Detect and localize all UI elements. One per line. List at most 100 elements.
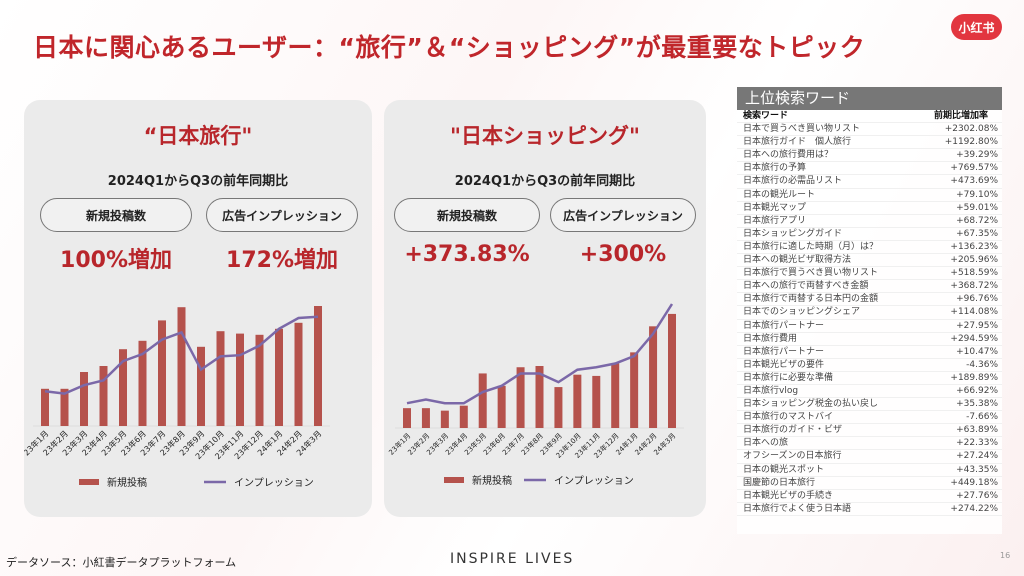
table-row: 日本旅行アプリ +68.72% bbox=[737, 215, 1002, 228]
keyword: 日本旅行のマストバイ bbox=[743, 412, 834, 423]
impressions-line bbox=[406, 303, 674, 405]
keyword: 日本の観光ルート bbox=[743, 189, 816, 200]
growth-rate: +114.08% bbox=[950, 307, 998, 318]
growth-rate: +66.92% bbox=[956, 385, 998, 396]
col-growth: 前期比増加率 bbox=[933, 111, 988, 121]
growth-rate: +39.29% bbox=[956, 150, 998, 161]
growth-rate: +189.89% bbox=[950, 372, 998, 383]
table-row: 日本旅行のガイド・ビザ +63.89% bbox=[737, 424, 1002, 438]
growth-rate: +274.22% bbox=[950, 503, 998, 514]
bar bbox=[403, 408, 411, 428]
keyword: 日本観光ビザの手続き bbox=[743, 490, 834, 501]
growth-rate: -4.36% bbox=[966, 359, 998, 370]
ad-impressions-label: 広告インプレッション bbox=[206, 198, 358, 232]
keyword: 日本旅行パートナー bbox=[743, 320, 825, 331]
travel-chart: 23年1月23年2月23年3月23年4月23年5月23年6月23年7月23年8月… bbox=[24, 306, 330, 489]
new-posts-label: 新規投稿数 bbox=[394, 198, 540, 232]
keyword: 日本旅行に必要な準備 bbox=[743, 372, 834, 383]
growth-rate: +368.72% bbox=[950, 281, 998, 292]
growth-rate: +449.18% bbox=[950, 477, 998, 488]
legend-bar-swatch bbox=[79, 479, 99, 485]
legend-label: 新規投稿 bbox=[107, 476, 147, 489]
bar bbox=[119, 349, 127, 426]
keyword: 日本旅行パートナー bbox=[743, 346, 825, 357]
bar bbox=[668, 313, 676, 428]
growth-rate: +294.59% bbox=[950, 333, 998, 344]
bar bbox=[497, 385, 506, 428]
table-row: 日本旅行費用 +294.59% bbox=[737, 333, 1002, 346]
keyword: 日本旅行ガイド 個人旅行 bbox=[743, 137, 852, 148]
keyword: 日本旅行で両替する日本円の金額 bbox=[743, 294, 879, 305]
table-row: 日本への旅 +22.33% bbox=[737, 437, 1002, 451]
growth-rate: +27.76% bbox=[956, 490, 998, 501]
japan-shopping-panel: "日本ショッピング" 2024Q1からQ3の前年同期比 新規投稿数 広告インプレ… bbox=[384, 100, 706, 517]
growth-rate: +22.33% bbox=[956, 438, 998, 449]
table-row: 日本旅行パートナー +10.47% bbox=[737, 346, 1002, 359]
bar bbox=[255, 334, 264, 426]
keyword: 日本への旅 bbox=[743, 438, 789, 449]
table-row: 日本旅行に適した時期（月）は？ +136.23% bbox=[737, 241, 1002, 255]
table-row: 日本旅行でよく使う日本語 +274.22% bbox=[737, 503, 1002, 516]
panel-title: “日本旅行" bbox=[143, 124, 253, 148]
panel-title: "日本ショッピング" bbox=[450, 124, 640, 148]
growth-rate: -7.66% bbox=[966, 412, 998, 423]
keyword: 日本旅行のガイド・ビザ bbox=[743, 425, 843, 436]
keyword: 日本観光マップ bbox=[743, 202, 807, 213]
growth-rate: +96.76% bbox=[956, 294, 998, 305]
bar bbox=[177, 307, 186, 426]
table-row: 国慶節の日本旅行 +449.18% bbox=[737, 477, 1002, 490]
table-row: 日本旅行vlog +66.92% bbox=[737, 385, 1002, 399]
table-row: オフシーズンの日本旅行 +27.24% bbox=[737, 450, 1002, 464]
keyword: 日本への旅行で両替すべき金額 bbox=[743, 281, 869, 292]
keyword: 日本旅行の予算 bbox=[743, 163, 807, 174]
data-source: データソース：小紅書データプラットフォーム bbox=[6, 556, 237, 569]
japan-travel-panel: “日本旅行" 2024Q1からQ3の前年同期比 新規投稿数 広告インプレッション… bbox=[24, 100, 372, 517]
page-number: 16 bbox=[1000, 551, 1011, 560]
legend-label: 新規投稿 bbox=[472, 474, 512, 487]
bar bbox=[158, 320, 166, 426]
bar bbox=[535, 366, 544, 428]
keyword: 日本ショッピング税金の払い戻し bbox=[743, 399, 879, 410]
growth-rate: +769.57% bbox=[950, 163, 998, 174]
bar bbox=[138, 340, 147, 426]
keyword: 日本旅行に適した時期（月）は？ bbox=[743, 241, 879, 252]
brand-tagline: INSPIRE LIVES bbox=[450, 551, 575, 567]
growth-rate: +43.35% bbox=[956, 464, 998, 475]
keyword: 日本旅行の必需品リスト bbox=[743, 176, 843, 187]
keyword: 日本観光ビザの要件 bbox=[743, 359, 825, 370]
table-row: 日本の観光スポット +43.35% bbox=[737, 464, 1002, 477]
growth-rate: +59.01% bbox=[956, 202, 998, 213]
growth-rate: +67.35% bbox=[956, 228, 998, 239]
legend-label: インプレッション bbox=[234, 477, 314, 489]
col-keyword: 検索ワード bbox=[743, 111, 789, 121]
bar bbox=[197, 346, 205, 426]
bar bbox=[80, 372, 88, 426]
growth-rate: +35.38% bbox=[956, 399, 998, 410]
table-row: 日本観光ビザの要件 -4.36% bbox=[737, 359, 1002, 372]
bar bbox=[478, 373, 487, 428]
table-row: 日本の観光ルート +79.10% bbox=[737, 189, 1002, 202]
keyword: 日本旅行vlog bbox=[743, 385, 799, 396]
table-row: 日本旅行の予算 +769.57% bbox=[737, 162, 1002, 176]
bar bbox=[440, 410, 449, 428]
table-row: 日本への旅行費用は？ +39.29% bbox=[737, 149, 1002, 163]
table-row: 日本への観光ビザ取得方法 +205.96% bbox=[737, 254, 1002, 268]
table-row: 日本で買うべき買い物リスト +2302.08% bbox=[737, 123, 1002, 137]
legend-label: インプレッション bbox=[554, 475, 634, 487]
table-row: 日本旅行ガイド 個人旅行 +1192.80% bbox=[737, 136, 1002, 150]
bar bbox=[516, 367, 525, 428]
growth-rate: +473.69% bbox=[950, 176, 998, 187]
growth-rate: +79.10% bbox=[956, 189, 998, 200]
keyword: 日本旅行アプリ bbox=[743, 215, 807, 226]
table-row: 日本観光マップ +59.01% bbox=[737, 202, 1002, 215]
growth-rate: +27.95% bbox=[956, 320, 998, 331]
growth-rate: +518.59% bbox=[950, 268, 998, 279]
new-posts-value: +373.83% bbox=[404, 242, 530, 267]
bar bbox=[216, 331, 225, 426]
shopping-chart: 23年1月23年2月23年3月23年4月23年5月23年6月23年7月23年8月… bbox=[387, 303, 684, 487]
keyword: 日本への観光ビザ取得方法 bbox=[743, 255, 852, 266]
bar bbox=[99, 366, 108, 426]
growth-rate: +10.47% bbox=[956, 346, 998, 357]
table-row: 日本旅行の必需品リスト +473.69% bbox=[737, 175, 1002, 189]
growth-rate: +63.89% bbox=[956, 425, 998, 436]
